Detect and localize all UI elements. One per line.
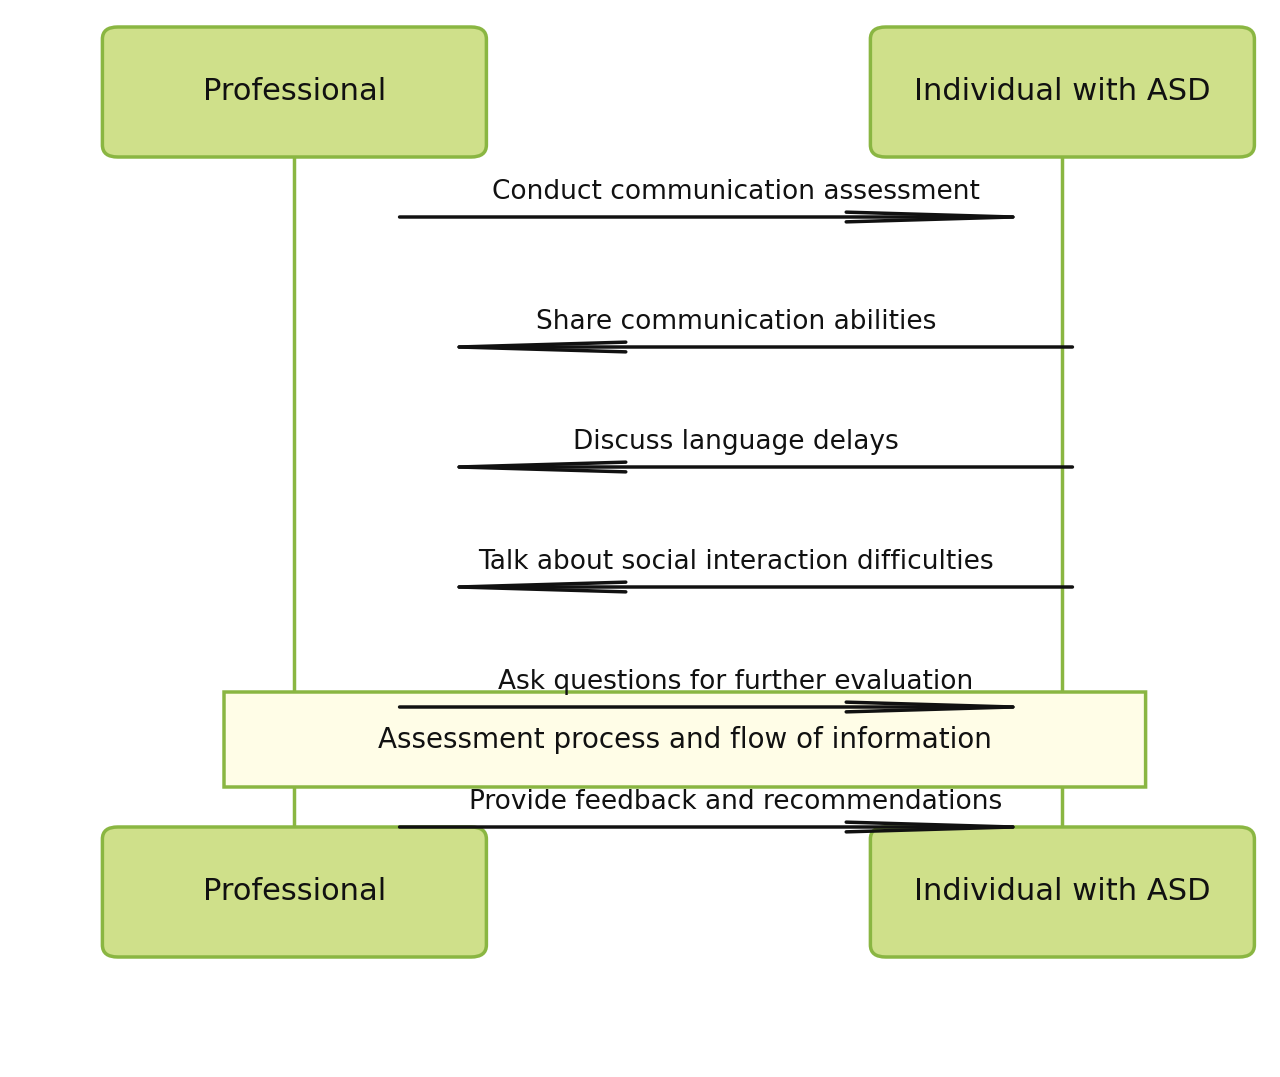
- Text: Talk about social interaction difficulties: Talk about social interaction difficulti…: [479, 549, 993, 575]
- Text: Conduct communication assessment: Conduct communication assessment: [492, 179, 980, 205]
- Text: Provide feedback and recommendations: Provide feedback and recommendations: [470, 789, 1002, 815]
- Text: Individual with ASD: Individual with ASD: [914, 78, 1211, 107]
- Text: Ask questions for further evaluation: Ask questions for further evaluation: [498, 669, 974, 695]
- Text: Share communication abilities: Share communication abilities: [536, 309, 936, 335]
- FancyBboxPatch shape: [224, 693, 1146, 787]
- Text: Assessment process and flow of information: Assessment process and flow of informati…: [378, 726, 992, 754]
- FancyBboxPatch shape: [102, 27, 486, 157]
- FancyBboxPatch shape: [102, 827, 486, 957]
- Text: Professional: Professional: [202, 878, 387, 907]
- Text: Discuss language delays: Discuss language delays: [573, 429, 899, 454]
- Text: Individual with ASD: Individual with ASD: [914, 878, 1211, 907]
- FancyBboxPatch shape: [870, 827, 1254, 957]
- Text: Professional: Professional: [202, 78, 387, 107]
- FancyBboxPatch shape: [870, 27, 1254, 157]
